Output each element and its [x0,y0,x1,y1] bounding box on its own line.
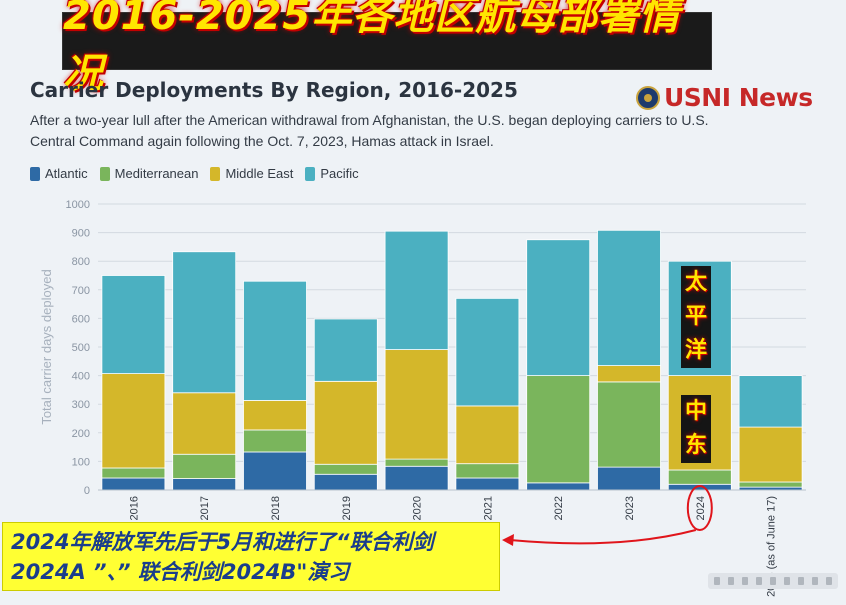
bar-atlantic-3 [313,473,378,491]
x-tick-label: 2021 [482,496,494,520]
bar-atlantic-5 [455,477,520,491]
x-tick-label: 2019 [341,496,353,520]
legend-swatch [305,166,316,181]
usni-emblem-icon [636,85,660,110]
bar-middle-east-9 [738,426,803,483]
x-tick-label: 2023 [624,496,636,520]
bar-pacific-3 [313,318,378,382]
legend-item: Pacific [305,166,359,181]
y-tick-label: 100 [72,456,90,468]
bar-pacific-0 [101,275,166,374]
y-tick-label: 300 [72,399,90,411]
bar-atlantic-6 [526,482,591,491]
pacific-chinese-label: 太平洋 [681,266,711,368]
legend-swatch [30,166,40,181]
chinese-title-banner: 2016-2025年各地区航母部署情况 [62,0,712,97]
annotation-arrow-line [509,529,697,545]
usni-news-logo: USNI News [636,83,813,112]
chinese-annotation-note: 2024年解放军先后于5月和进行了“联合利剑2024A ”、” 联合利剑2024… [2,522,500,591]
y-tick-label: 0 [84,485,90,497]
legend-label: Pacific [320,166,359,181]
legend-item: Mediterranean [99,166,199,181]
bar-middle-east-1 [172,392,237,455]
bar-middle-east-2 [243,400,307,431]
bar-mediterranean-8 [667,469,732,485]
chart-subtitle: After a two-year lull after the American… [30,112,709,149]
y-tick-label: 600 [72,313,90,325]
chart-title: Carrier Deployments By Region, 2016-2025 [30,78,518,102]
annotation-arrowhead [502,534,514,546]
legend-swatch [210,166,221,181]
chart-legend: Atlantic Mediterranean Middle East Pacific [30,166,371,181]
bar-mediterranean-6 [526,375,591,484]
bar-middle-east-3 [313,380,378,465]
legend-swatch [99,166,110,181]
label-char: 中 [684,399,707,424]
x-tick-label: 2018 [270,496,282,520]
legend-label: Mediterranean [114,166,199,181]
bar-mediterranean-9 [738,481,803,488]
x-tick-label: 2025 (as of June 17) [766,496,778,597]
legend-item: Atlantic [30,166,88,181]
x-tick-label: 2017 [199,496,211,520]
bar-mediterranean-0 [101,467,166,479]
bar-mediterranean-7 [597,381,661,468]
bar-pacific-7 [597,229,661,366]
logo-text: USNI News [664,83,813,112]
middle-east-chinese-label: 中东 [681,395,711,463]
bar-middle-east-7 [597,365,661,383]
x-tick-label: 2020 [412,496,424,520]
legend-label: Atlantic [45,166,88,181]
y-tick-label: 500 [72,342,90,354]
bar-atlantic-7 [597,466,661,491]
y-tick-label: 900 [72,228,90,240]
bar-pacific-6 [526,239,591,377]
bar-mediterranean-3 [313,463,378,475]
y-tick-label: 800 [72,256,90,268]
x-tick-label: 2024 [695,496,707,520]
bar-middle-east-4 [384,349,449,460]
banner-text: 2016-2025年各地区航母部署情况 [63,0,681,97]
x-tick-label: 2016 [128,496,140,520]
bar-middle-east-0 [101,373,166,469]
note-text: 2024年解放军先后于5月和进行了“联合利剑2024A ”、” 联合利剑2024… [11,530,434,584]
bar-mediterranean-4 [384,458,449,467]
bar-pacific-1 [172,251,237,394]
label-char: 平 [684,304,707,329]
bar-mediterranean-5 [455,463,520,479]
y-tick-label: 200 [72,428,90,440]
bar-atlantic-4 [384,465,449,491]
highlight-ellipse [686,485,713,531]
bar-atlantic-0 [101,477,166,491]
legend-item: Middle East [210,166,293,181]
label-char: 太 [684,270,707,295]
label-char: 洋 [684,338,707,363]
y-tick-label: 700 [72,285,90,297]
bar-atlantic-2 [243,451,307,491]
watermark-icons [708,573,838,589]
x-tick-label: 2022 [553,496,565,520]
y-tick-label: 1000 [66,199,90,211]
bar-pacific-9 [738,375,803,428]
label-char: 东 [684,433,707,458]
bar-pacific-2 [243,280,307,401]
y-tick-label: 400 [72,371,90,383]
bar-pacific-4 [384,230,449,350]
bar-middle-east-5 [455,405,520,465]
bar-pacific-5 [455,297,520,407]
bar-mediterranean-2 [243,429,307,453]
y-axis-label: Total carrier days deployed [39,269,54,424]
bar-atlantic-1 [172,478,237,491]
legend-label: Middle East [225,166,294,181]
bar-mediterranean-1 [172,453,237,479]
